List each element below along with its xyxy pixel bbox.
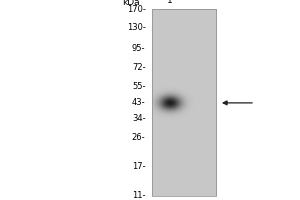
Text: 26-: 26-	[132, 133, 146, 142]
Text: 72-: 72-	[132, 63, 146, 72]
Text: 55-: 55-	[132, 82, 146, 91]
Text: 43-: 43-	[132, 98, 146, 107]
Text: 34-: 34-	[132, 114, 146, 123]
Text: 130-: 130-	[127, 23, 146, 32]
Text: 11-: 11-	[132, 192, 146, 200]
Text: 1: 1	[167, 0, 172, 5]
Bar	[152, 9, 216, 196]
Text: 170-: 170-	[127, 4, 146, 14]
Text: 95-: 95-	[132, 44, 146, 53]
Text: 17-: 17-	[132, 162, 146, 171]
Text: kDa: kDa	[122, 0, 140, 7]
